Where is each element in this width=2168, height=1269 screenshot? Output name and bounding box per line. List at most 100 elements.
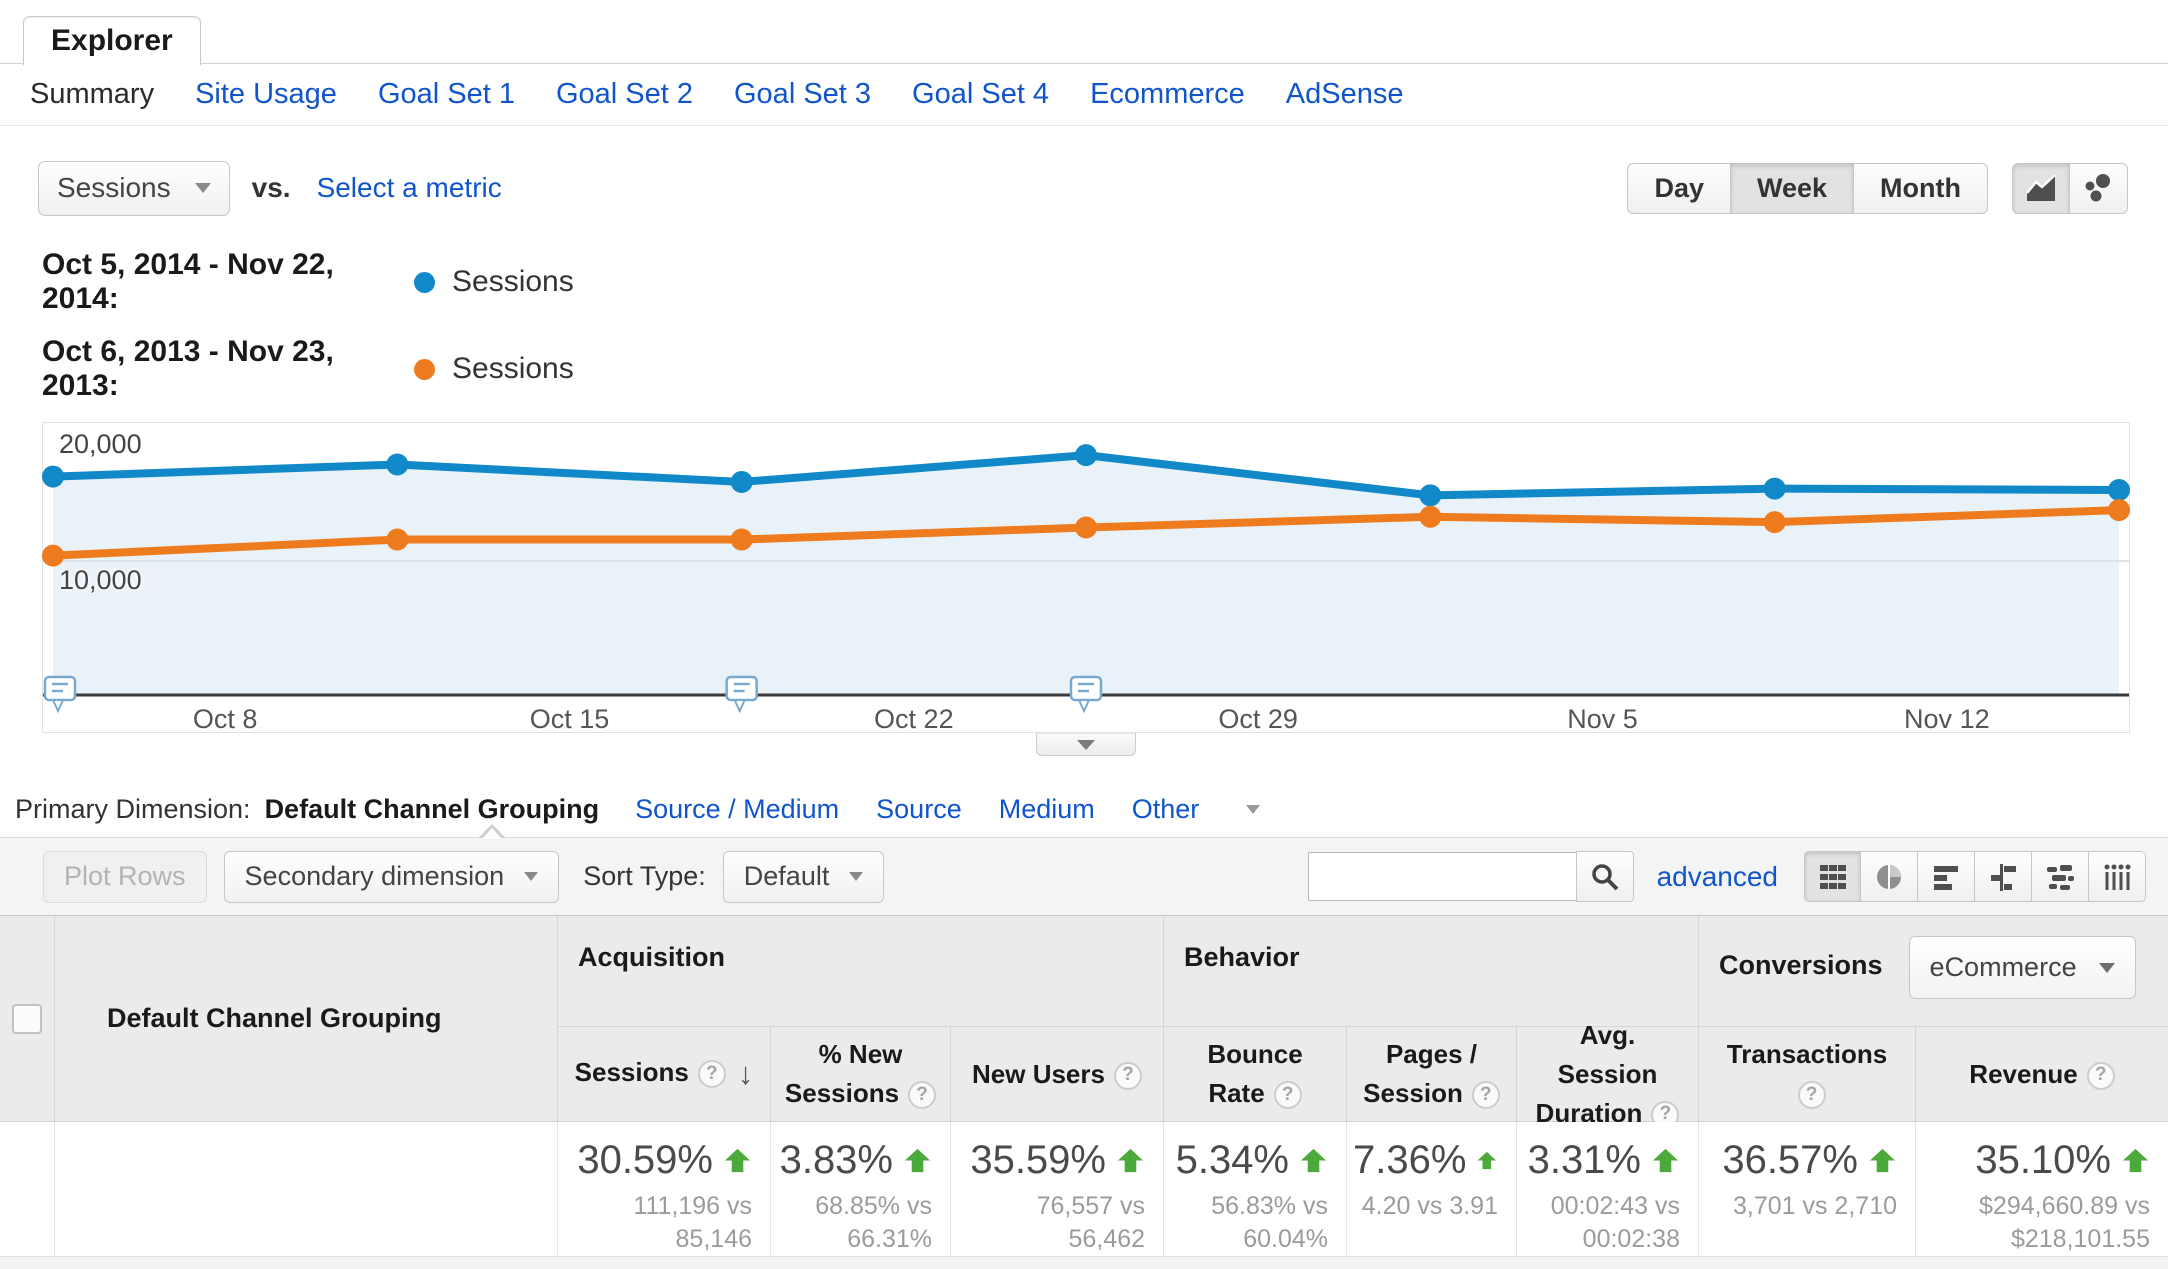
- column-header-revenue[interactable]: Revenue?: [1916, 1027, 2168, 1122]
- subnav-item-ecommerce[interactable]: Ecommerce: [1090, 78, 1245, 110]
- summary-new-users-cell: 35.59% 76,557 vs 56,462: [951, 1122, 1164, 1256]
- sessions-timeseries-chart[interactable]: 20,000 10,000 Oct 8 Oct 15 Oct 22 Oct 29 Nov…: [42, 422, 2130, 756]
- column-header-new-sessions[interactable]: % New Sessions?: [771, 1027, 951, 1122]
- column-header-transactions[interactable]: Transactions?: [1699, 1027, 1916, 1122]
- column-header-bounce-rate[interactable]: Bounce Rate?: [1164, 1027, 1347, 1122]
- granularity-month-button[interactable]: Month: [1854, 162, 1988, 214]
- performance-view-icon[interactable]: [1918, 851, 1975, 902]
- column-header-avg-session-duration[interactable]: Avg. Session Duration?: [1517, 1020, 1699, 1129]
- search-icon[interactable]: [1575, 851, 1634, 902]
- chevron-down-icon: [1077, 739, 1095, 750]
- dimension-column-header[interactable]: Default Channel Grouping: [55, 916, 558, 1122]
- legend-date-range: Oct 6, 2013 - Nov 23, 2013:: [42, 335, 334, 402]
- sort-type-label: Sort Type:: [583, 861, 706, 891]
- increase-arrow-icon: [2122, 1148, 2149, 1173]
- subnav-item-goal-set-3[interactable]: Goal Set 3: [734, 78, 872, 110]
- comparison-view-icon[interactable]: [1975, 851, 2032, 902]
- metric-selector-dropdown[interactable]: Sessions: [38, 160, 230, 216]
- chart-collapse-handle[interactable]: [1036, 733, 1136, 756]
- chart-canvas[interactable]: [42, 423, 2130, 734]
- channel-grouping-table: Default Channel Grouping Acquisition Beh…: [0, 915, 2168, 1269]
- next-table-row: [0, 1256, 2168, 1269]
- subnav-item-summary[interactable]: Summary: [30, 78, 155, 110]
- table-toolbar: Plot Rows Secondary dimension Sort Type:…: [0, 824, 2168, 915]
- column-header-new-users[interactable]: New Users?: [951, 1027, 1164, 1122]
- sort-type-dropdown[interactable]: Default: [722, 850, 885, 903]
- subnav-item-site-usage[interactable]: Site Usage: [195, 78, 337, 110]
- help-icon[interactable]: ?: [697, 1060, 726, 1088]
- dimension-default-channel-grouping[interactable]: Default Channel Grouping: [264, 793, 600, 824]
- tab-explorer[interactable]: Explorer: [23, 16, 201, 65]
- subnav-item-goal-set-4[interactable]: Goal Set 4: [912, 78, 1050, 110]
- conversions-label: Conversions: [1719, 950, 1883, 980]
- report-tab-strip: Explorer: [0, 0, 2168, 65]
- series-dot-icon: [414, 271, 435, 293]
- increase-arrow-icon: [904, 1148, 931, 1173]
- help-icon[interactable]: ?: [2086, 1061, 2115, 1090]
- advanced-filter-link[interactable]: advanced: [1656, 860, 1778, 892]
- column-header-sessions[interactable]: Sessions? ↓: [558, 1027, 771, 1122]
- increase-arrow-icon: [1652, 1148, 1679, 1173]
- pivot-view-icon[interactable]: [2089, 851, 2146, 902]
- chevron-down-icon: [2098, 962, 2115, 973]
- select-all-cell: [0, 916, 55, 1122]
- motion-chart-icon[interactable]: [2070, 162, 2128, 214]
- summary-checkbox-cell: [0, 1122, 55, 1256]
- help-icon[interactable]: ?: [908, 1081, 937, 1110]
- series-dot-icon: [414, 358, 435, 380]
- select-metric-link[interactable]: Select a metric: [316, 172, 502, 203]
- data-table-view-icon[interactable]: [1804, 851, 1861, 902]
- dimension-other-dropdown[interactable]: Other: [1132, 794, 1261, 825]
- help-icon[interactable]: ?: [1471, 1081, 1500, 1110]
- secondary-dimension-label: Secondary dimension: [244, 861, 505, 891]
- summary-transactions-cell: 36.57% 3,701 vs 2,710: [1699, 1122, 1916, 1256]
- line-chart-icon[interactable]: [2012, 162, 2070, 214]
- dimension-other-label: Other: [1131, 793, 1200, 824]
- dimension-medium[interactable]: Medium: [998, 793, 1095, 824]
- term-cloud-view-icon[interactable]: [2032, 851, 2089, 902]
- dimension-source-medium[interactable]: Source / Medium: [635, 793, 840, 824]
- legend-series-label: Sessions: [452, 265, 574, 298]
- increase-arrow-icon: [1117, 1148, 1144, 1173]
- dimension-source[interactable]: Source: [876, 793, 962, 824]
- primary-dimension-row: Primary Dimension: Default Channel Group…: [0, 733, 2168, 837]
- chevron-down-icon: [524, 872, 539, 881]
- percentage-view-icon[interactable]: [1861, 851, 1918, 902]
- table-view-toggle: [1804, 851, 2146, 902]
- chevron-down-icon: [1246, 804, 1261, 814]
- metric-picker-row: Sessions vs. Select a metric Day Week Mo…: [0, 126, 2168, 226]
- table-search-input[interactable]: [1307, 852, 1576, 901]
- increase-arrow-icon: [1477, 1151, 1497, 1170]
- group-header-acquisition: Acquisition: [558, 916, 1164, 1027]
- plot-rows-button[interactable]: Plot Rows: [43, 850, 207, 903]
- legend-series-label: Sessions: [452, 352, 574, 385]
- increase-arrow-icon: [724, 1148, 751, 1173]
- column-header-pages-session[interactable]: Pages / Session?: [1347, 1027, 1517, 1122]
- y-axis-tick: 10,000: [59, 565, 142, 595]
- primary-dimension-label: Primary Dimension:: [15, 793, 251, 824]
- help-icon[interactable]: ?: [1797, 1081, 1826, 1110]
- increase-arrow-icon: [1300, 1148, 1327, 1173]
- granularity-week-button[interactable]: Week: [1730, 162, 1855, 214]
- conversions-goal-dropdown[interactable]: eCommerce: [1908, 936, 2136, 999]
- subnav-item-goal-set-2[interactable]: Goal Set 2: [555, 78, 693, 110]
- toolbar-notch: [482, 828, 502, 839]
- help-icon[interactable]: ?: [1113, 1061, 1142, 1090]
- granularity-day-button[interactable]: Day: [1627, 162, 1731, 214]
- chart-type-toggle: [2012, 162, 2128, 214]
- increase-arrow-icon: [1869, 1148, 1896, 1173]
- help-icon[interactable]: ?: [1273, 1081, 1302, 1110]
- metric-selector-value: Sessions: [57, 172, 171, 203]
- subnav-item-adsense[interactable]: AdSense: [1285, 78, 1404, 110]
- secondary-dimension-dropdown[interactable]: Secondary dimension: [223, 850, 560, 903]
- chart-legend: Oct 5, 2014 - Nov 22, 2014: Sessions Oct…: [0, 226, 2168, 403]
- summary-dimension-cell: [55, 1122, 558, 1256]
- sort-desc-icon[interactable]: ↓: [737, 1055, 754, 1091]
- subnav-item-goal-set-1[interactable]: Goal Set 1: [377, 78, 515, 110]
- summary-bounce-rate-cell: 5.34% 56.83% vs 60.04%: [1164, 1122, 1347, 1256]
- summary-pages-session-cell: 7.36% 4.20 vs 3.91: [1347, 1122, 1517, 1256]
- legend-row-previous: Oct 6, 2013 - Nov 23, 2013: Sessions: [42, 335, 2168, 403]
- summary-avg-session-duration-cell: 3.31% 00:02:43 vs 00:02:38: [1517, 1122, 1699, 1256]
- select-all-checkbox[interactable]: [12, 1003, 42, 1034]
- group-header-conversions: Conversions eCommerce: [1699, 916, 2168, 1027]
